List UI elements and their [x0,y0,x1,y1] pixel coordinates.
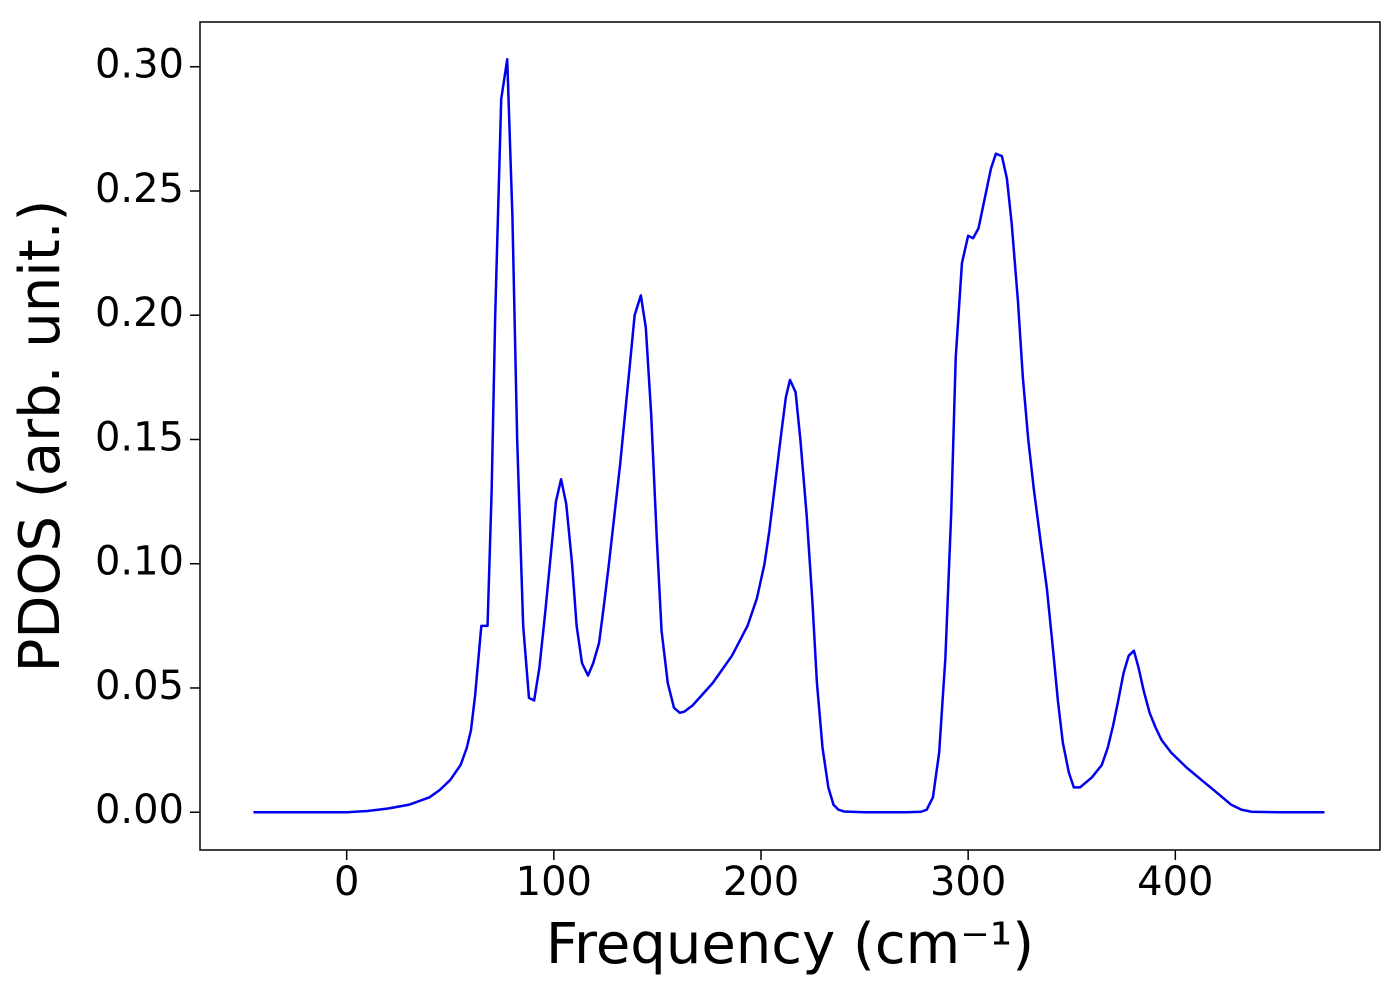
y-tick-label: 0.00 [95,787,184,833]
y-tick-label: 0.10 [95,539,184,585]
y-tick-label: 0.20 [95,290,184,336]
x-tick-label: 300 [930,859,1006,905]
x-axis-label: Frequency (cm⁻¹) [546,912,1034,977]
x-tick-label: 200 [723,859,799,905]
x-tick-label: 0 [334,859,359,905]
plot-frame [199,21,1381,851]
line [253,58,1325,814]
y-tick-label: 0.30 [95,42,184,88]
y-tick-label: 0.15 [95,414,184,460]
x-tick-label: 100 [516,859,592,905]
y-tick-label: 0.05 [95,663,184,709]
y-axis-label: PDOS (arb. unit.) [8,200,73,673]
x-tick-label: 400 [1137,859,1213,905]
y-tick-label: 0.25 [95,166,184,212]
